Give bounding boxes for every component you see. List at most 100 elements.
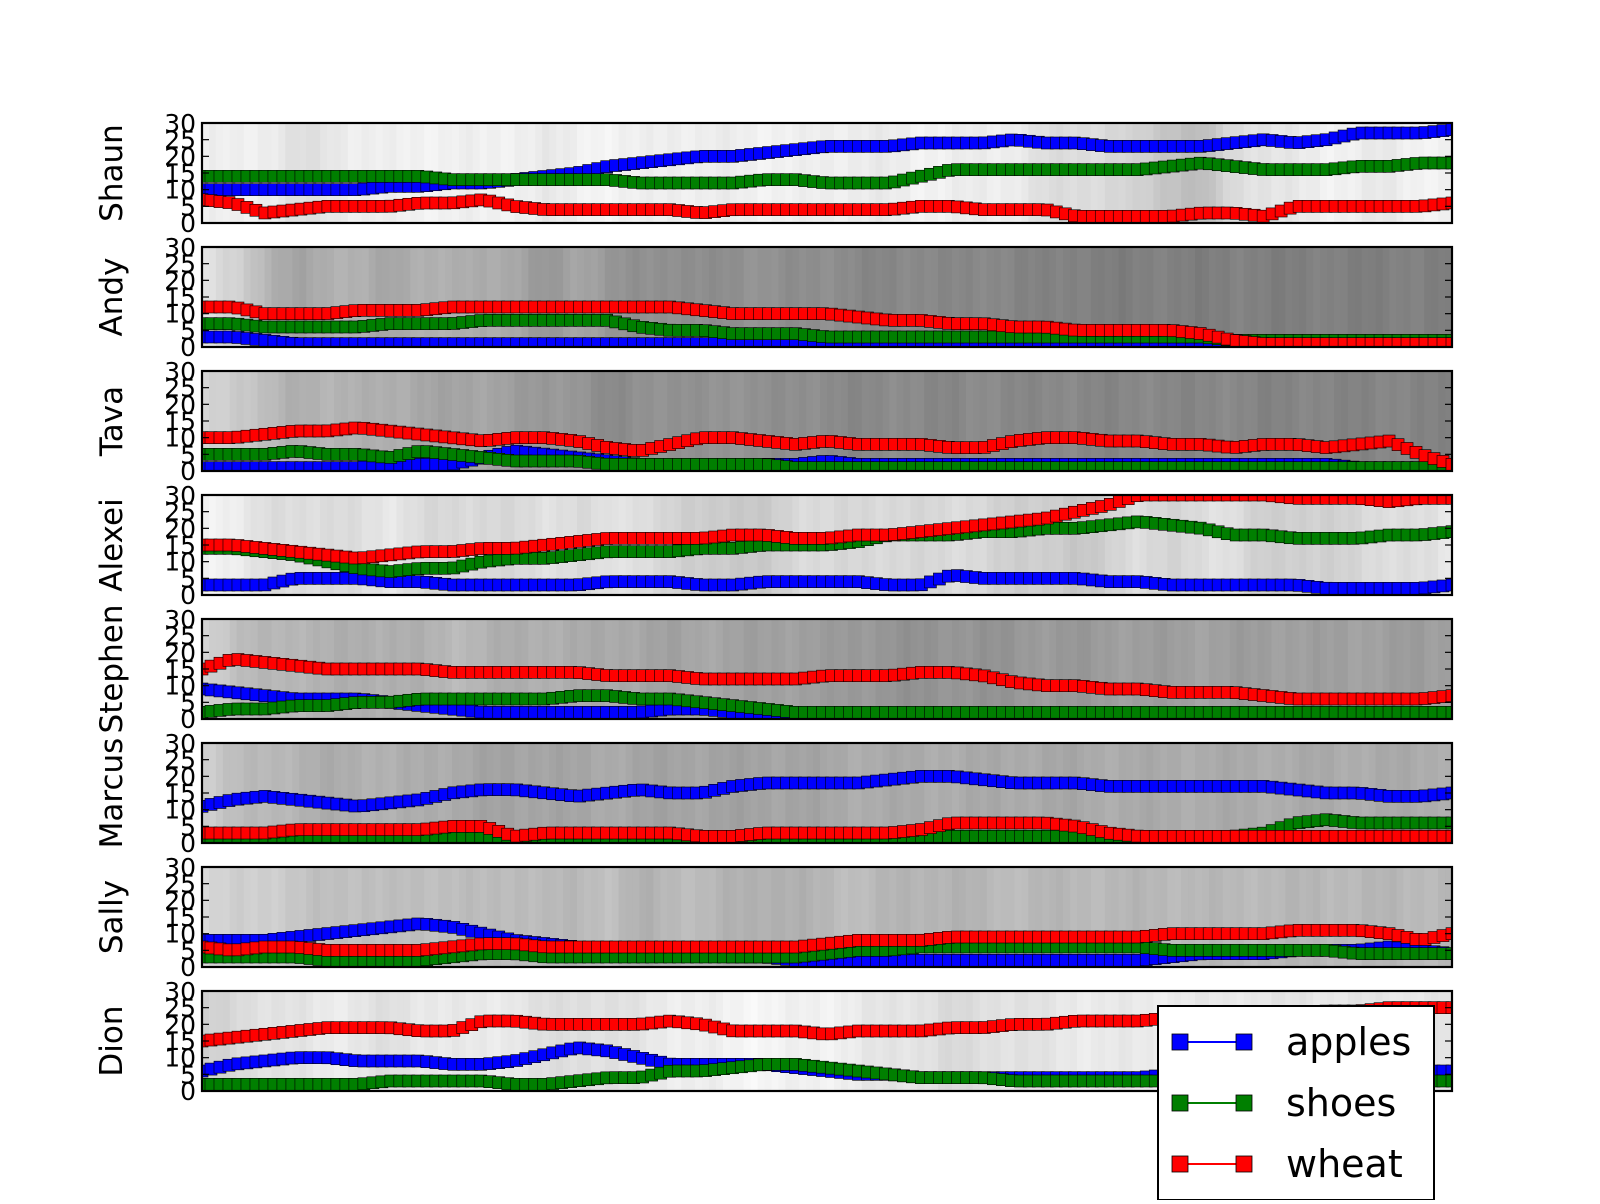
background-cell: [1410, 495, 1418, 595]
background-cell: [1160, 743, 1168, 843]
background-cell: [1230, 247, 1238, 347]
background-cell: [473, 247, 481, 347]
background-cell: [1042, 619, 1050, 719]
background-cell: [778, 991, 786, 1091]
background-cell: [931, 371, 939, 471]
background-cell: [1126, 619, 1134, 719]
background-cell: [369, 991, 377, 1091]
y-tick-label: 30: [164, 109, 196, 138]
background-cell: [1362, 247, 1370, 347]
background-cell: [1237, 743, 1245, 843]
background-cell: [1327, 371, 1335, 471]
background-cell: [869, 619, 877, 719]
background-cell: [744, 743, 752, 843]
panel-ylabel: Andy: [94, 258, 130, 337]
background-cell: [980, 371, 988, 471]
background-cell: [1251, 247, 1259, 347]
background-cell: [501, 247, 509, 347]
background-cell: [1153, 619, 1161, 719]
background-cell: [1133, 743, 1141, 843]
background-cell: [1348, 495, 1356, 595]
background-cell: [855, 371, 863, 471]
background-cell: [855, 619, 863, 719]
background-cell: [1153, 371, 1161, 471]
background-cell: [1341, 371, 1349, 471]
background-cell: [792, 991, 800, 1091]
background-cell: [890, 371, 898, 471]
background-cell: [917, 371, 925, 471]
background-cell: [1320, 495, 1328, 595]
background-cell: [1244, 619, 1252, 719]
background-cell: [945, 371, 953, 471]
y-tick-label: 30: [164, 481, 196, 510]
background-cell: [862, 619, 870, 719]
background-cell: [1084, 371, 1092, 471]
background-cell: [834, 619, 842, 719]
background-cell: [1209, 371, 1217, 471]
background-cell: [438, 247, 446, 347]
panel-ylabel: Alexei: [94, 498, 130, 591]
background-cell: [445, 247, 453, 347]
background-cell: [313, 991, 321, 1091]
background-cell: [1237, 247, 1245, 347]
background-cell: [1077, 371, 1085, 471]
background-cell: [1383, 371, 1391, 471]
background-cell: [1313, 495, 1321, 595]
background-cell: [1188, 619, 1196, 719]
background-cell: [431, 247, 439, 347]
background-cell: [737, 371, 745, 471]
background-cell: [1209, 743, 1217, 843]
background-cell: [681, 371, 689, 471]
background-cell: [730, 371, 738, 471]
background-cell: [1119, 371, 1127, 471]
background-cell: [827, 619, 835, 719]
background-cell: [1056, 371, 1064, 471]
background-cell: [605, 619, 613, 719]
background-cell: [1334, 495, 1342, 595]
background-cell: [660, 371, 668, 471]
background-cell: [410, 247, 418, 347]
background-cell: [1195, 619, 1203, 719]
background-cell: [924, 371, 932, 471]
background-cell: [1202, 371, 1210, 471]
background-cell: [744, 991, 752, 1091]
background-cell: [1369, 247, 1377, 347]
background-cell: [987, 371, 995, 471]
background-cell: [1306, 247, 1314, 347]
background-cell: [674, 371, 682, 471]
background-cell: [744, 371, 752, 471]
background-cell: [1313, 247, 1321, 347]
background-cell: [799, 619, 807, 719]
background-cell: [1001, 619, 1009, 719]
background-cell: [1167, 743, 1175, 843]
background-cell: [1265, 619, 1273, 719]
background-cell: [1077, 619, 1085, 719]
background-cell: [966, 371, 974, 471]
background-cell: [1001, 371, 1009, 471]
background-cell: [841, 371, 849, 471]
background-cell: [973, 371, 981, 471]
background-cell: [806, 371, 814, 471]
background-cell: [785, 991, 793, 1091]
background-cell: [1424, 247, 1432, 347]
background-cell: [584, 247, 592, 347]
background-cell: [1230, 371, 1238, 471]
background-cell: [1244, 247, 1252, 347]
background-cell: [605, 247, 613, 347]
background-cell: [403, 247, 411, 347]
background-cell: [1438, 619, 1446, 719]
background-cell: [1383, 495, 1391, 595]
background-cell: [994, 619, 1002, 719]
background-cell: [1271, 247, 1279, 347]
background-cell: [327, 991, 335, 1091]
background-cell: [271, 991, 279, 1091]
background-cell: [1063, 619, 1071, 719]
background-cell: [376, 247, 384, 347]
background-cell: [1008, 619, 1016, 719]
background-cell: [723, 371, 731, 471]
